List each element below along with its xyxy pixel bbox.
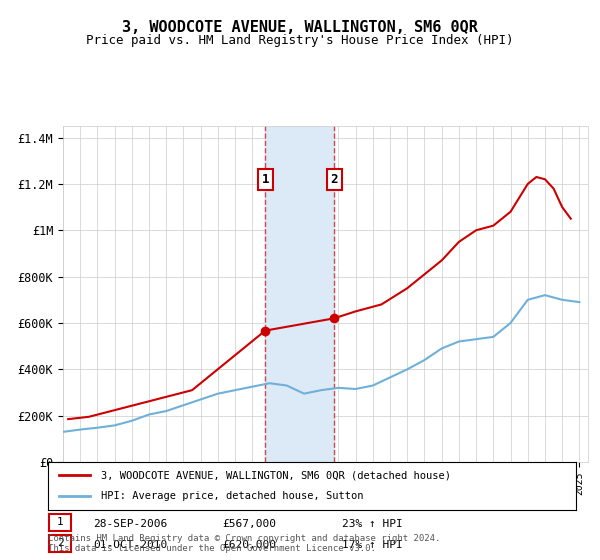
Text: 3, WOODCOTE AVENUE, WALLINGTON, SM6 0QR: 3, WOODCOTE AVENUE, WALLINGTON, SM6 0QR	[122, 20, 478, 35]
Text: Contains HM Land Registry data © Crown copyright and database right 2024.
This d: Contains HM Land Registry data © Crown c…	[48, 534, 440, 553]
Text: 17% ↑ HPI: 17% ↑ HPI	[342, 540, 403, 550]
Text: 1: 1	[56, 517, 64, 528]
Text: 28-SEP-2006: 28-SEP-2006	[93, 519, 167, 529]
Bar	[265, 126, 334, 462]
Text: 1: 1	[262, 173, 269, 186]
Text: 2: 2	[56, 538, 64, 548]
Text: £567,000: £567,000	[222, 519, 276, 529]
Text: Price paid vs. HM Land Registry's House Price Index (HPI): Price paid vs. HM Land Registry's House …	[86, 34, 514, 46]
Text: 23% ↑ HPI: 23% ↑ HPI	[342, 519, 403, 529]
Text: 3, WOODCOTE AVENUE, WALLINGTON, SM6 0QR (detached house): 3, WOODCOTE AVENUE, WALLINGTON, SM6 0QR …	[101, 470, 451, 480]
Text: 01-OCT-2010: 01-OCT-2010	[93, 540, 167, 550]
Text: 2: 2	[331, 173, 338, 186]
Text: HPI: Average price, detached house, Sutton: HPI: Average price, detached house, Sutt…	[101, 491, 364, 501]
Text: £620,000: £620,000	[222, 540, 276, 550]
